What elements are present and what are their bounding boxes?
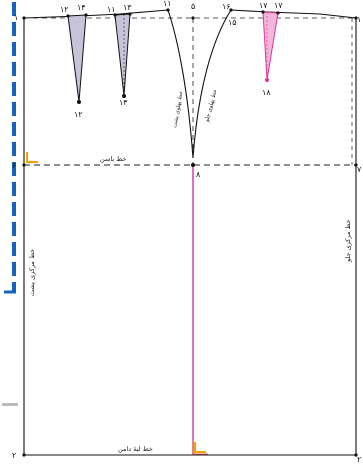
corner-marker-hip: [26, 152, 38, 163]
grey-margin-dash: [2, 403, 18, 406]
point-label: ١١: [163, 0, 172, 8]
point-label: ١١: [107, 5, 116, 14]
point-label: ٢: [357, 455, 361, 463]
point-label: ۶: [12, 161, 16, 170]
center-front-label: خط مرکزی جلو: [344, 219, 352, 263]
point-label: ١: [357, 15, 361, 24]
point-label: ١٨: [262, 88, 271, 97]
point-label: ١۵: [228, 18, 237, 27]
point-label: ١٢: [60, 5, 69, 14]
back-dart-1: [67, 14, 87, 103]
point-dots: [22, 8, 358, 457]
front-side-seam: [192, 9, 232, 159]
back-waist-line: [23, 9, 169, 19]
point-label: ۵: [191, 2, 195, 11]
point-label: ١۶: [222, 2, 231, 11]
point-label: ٢: [12, 451, 16, 460]
side-back-label: خط پهلوی پشت: [172, 91, 184, 128]
hip-line-label: خط باسن: [100, 155, 126, 163]
front-dart: [262, 11, 279, 81]
point-label: ١۴: [119, 98, 128, 107]
side-front-label: خط پهلوی جلو: [204, 89, 219, 124]
point-label: ١٧: [274, 1, 283, 10]
corner-marker-hem: [194, 442, 206, 453]
hem-line-label: خط لبهٔ دامن: [118, 445, 153, 453]
front-dart-tip-dot: [265, 78, 269, 82]
point-label: ١٣: [123, 3, 132, 12]
front-waist-line: [230, 9, 357, 19]
point-label: ١٢: [74, 110, 83, 119]
point-label: ١۴: [77, 3, 86, 12]
point-label: ٨: [196, 170, 201, 179]
center-back-label: خط مرکزی پشت: [28, 249, 36, 296]
corner-marker-hem-red: [192, 440, 208, 455]
blue-margin-marker: [4, 2, 16, 294]
back-side-seam: [167, 9, 194, 159]
back-dart-2: [114, 13, 131, 97]
point-label: ١: [14, 13, 18, 22]
point-label: ٧: [357, 165, 362, 174]
point-label: ١٧: [259, 1, 268, 10]
